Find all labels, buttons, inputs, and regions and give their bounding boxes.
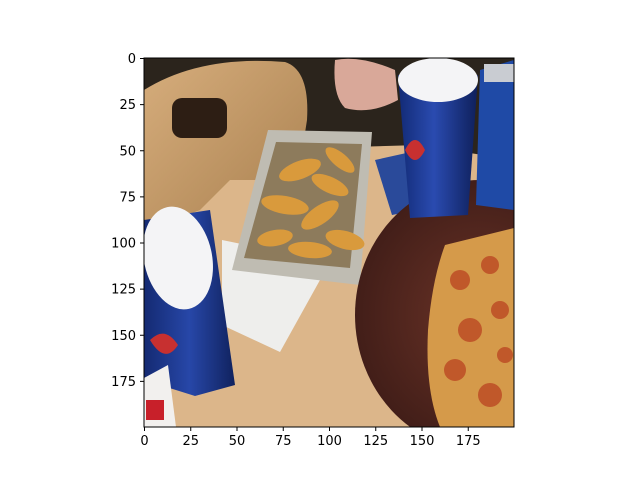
cup-right-rim (398, 58, 478, 102)
hand (334, 58, 398, 111)
x-tick-label: 100 (317, 434, 342, 449)
cup-left-rim (144, 206, 213, 310)
y-tick-label: 150 (111, 329, 136, 344)
soda-can-top (484, 64, 514, 82)
y-axis: 0 25 50 75 100 125 150 175 (111, 52, 144, 390)
y-tick-label: 175 (111, 375, 136, 390)
y-tick-label: 125 (111, 283, 136, 298)
cup-right (398, 75, 478, 218)
chair-handle-hole (172, 98, 227, 138)
y-tick-label: 100 (111, 237, 136, 252)
x-tick-label: 0 (140, 434, 148, 449)
x-axis: 0 25 50 75 100 125 150 175 (140, 427, 481, 449)
y-tick-label: 50 (119, 144, 136, 159)
x-tick-label: 125 (363, 434, 388, 449)
paper-red-mark (146, 400, 164, 420)
x-tick-label: 150 (410, 434, 435, 449)
fries (257, 147, 365, 259)
cup-right-logo (405, 140, 425, 160)
x-tick-label: 25 (182, 434, 199, 449)
x-tick-label: 175 (456, 434, 481, 449)
photo-image (144, 58, 514, 427)
x-tick-label: 50 (229, 434, 246, 449)
y-tick-label: 25 (119, 98, 136, 113)
x-tick-label: 75 (275, 434, 292, 449)
soda-can (476, 60, 514, 210)
y-tick-label: 75 (119, 190, 136, 205)
cup-left-logo (150, 333, 178, 354)
y-tick-label: 0 (128, 52, 136, 67)
pizza-toppings (444, 256, 513, 407)
